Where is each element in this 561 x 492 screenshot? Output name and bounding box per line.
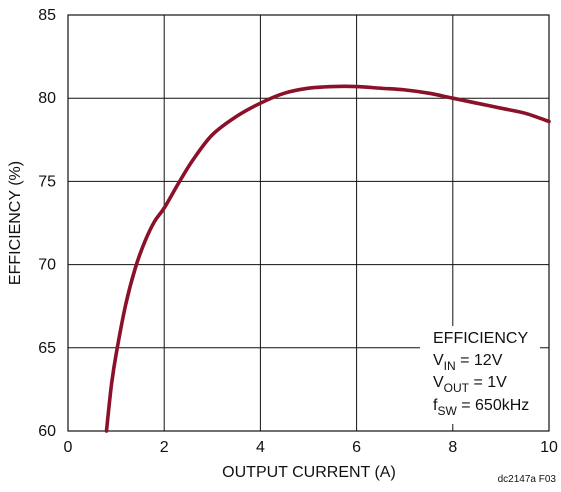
legend-line-1-main: V xyxy=(433,352,444,369)
legend-backdrop xyxy=(420,326,540,424)
legend-line-2-sub: OUT xyxy=(444,381,470,395)
legend-line-1-sub: IN xyxy=(444,359,456,373)
y-tick-label-5: 85 xyxy=(38,7,56,24)
legend-line-0-main: EFFICIENCY xyxy=(433,330,528,347)
x-tick-label-4: 8 xyxy=(448,439,457,456)
y-axis-label: EFFICIENCY (%) xyxy=(7,161,24,285)
y-tick-label-4: 80 xyxy=(38,90,56,107)
legend-line-0: EFFICIENCY xyxy=(433,330,528,347)
x-tick-label-3: 6 xyxy=(352,439,361,456)
y-tick-label-3: 75 xyxy=(38,173,56,190)
legend-line-2-tail: = 1V xyxy=(469,374,507,391)
x-tick-label-5: 10 xyxy=(540,439,558,456)
legend-line-3-main: f xyxy=(433,397,438,414)
legend-line-3-sub: SW xyxy=(437,404,457,418)
x-axis-label: OUTPUT CURRENT (A) xyxy=(222,464,396,481)
legend-line-2-main: V xyxy=(433,374,444,391)
y-tick-label-2: 70 xyxy=(38,257,56,274)
figure-code: dc2147a F03 xyxy=(498,474,557,485)
y-tick-label-1: 65 xyxy=(38,340,56,357)
efficiency-curve-0 xyxy=(104,84,551,433)
legend-line-1-tail: = 12V xyxy=(456,352,503,369)
x-tick-label-2: 4 xyxy=(256,439,265,456)
plot-frame xyxy=(67,14,550,432)
x-tick-label-0: 0 xyxy=(64,439,73,456)
x-tick-label-1: 2 xyxy=(160,439,169,456)
legend-line-3-tail: = 650kHz xyxy=(457,397,529,414)
legend-line-1: VIN = 12V xyxy=(433,352,503,373)
legend-line-3: fSW = 650kHz xyxy=(433,397,529,418)
y-tick-label-0: 60 xyxy=(38,423,56,440)
legend-line-2: VOUT = 1V xyxy=(433,374,507,395)
